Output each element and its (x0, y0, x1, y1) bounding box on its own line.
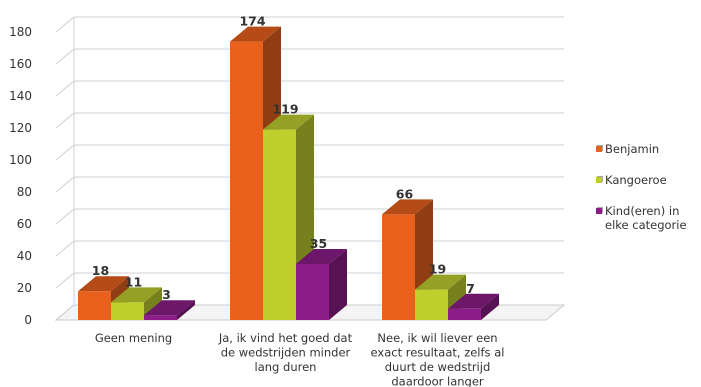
bars (78, 26, 499, 320)
legend-item-0: Benjamin (596, 142, 701, 156)
legend-label: Benjamin (605, 142, 660, 156)
y-tick-label: 160 (9, 57, 32, 71)
bar-side (481, 293, 499, 320)
y-tick-label: 40 (17, 249, 32, 263)
category-label: Ja, ik vind het goed dat (218, 331, 353, 345)
data-label: 18 (92, 263, 109, 278)
bar-front (296, 264, 329, 320)
gridline-side-7 (55, 80, 75, 97)
bar-kind-eren-in-elke-categorie-2 (448, 293, 499, 320)
legend-label: Kangoeroe (605, 173, 667, 187)
bar-kangoeroe-2 (415, 274, 466, 320)
y-tick-label: 100 (9, 153, 32, 167)
y-tick-label: 0 (24, 313, 32, 327)
category-label: de wedstrijden minder (221, 346, 351, 360)
bar-front (111, 302, 144, 320)
data-label: 119 (272, 102, 298, 117)
legend-swatch (596, 146, 602, 152)
bar-top (144, 300, 195, 316)
gridline-side-8 (55, 48, 75, 65)
y-tick-label: 20 (17, 281, 32, 295)
category-label: daardoor langer (391, 375, 484, 387)
gridline-side-3 (55, 208, 75, 225)
data-label: 66 (396, 186, 414, 201)
bar-front (415, 289, 448, 320)
gridlines (55, 16, 564, 321)
data-labels: 18 11 3 174 119 35 66 19 7 (92, 14, 475, 303)
bar-top (448, 293, 499, 309)
category-label: lang duren (255, 360, 317, 374)
data-label: 3 (162, 287, 171, 302)
y-tick-label: 120 (9, 121, 32, 135)
bar-front (230, 41, 263, 320)
bar-kind-eren-in-elke-categorie-1 (296, 249, 347, 320)
gridline-side-9 (55, 16, 75, 33)
bar-top (230, 26, 281, 42)
category-label: exact resultaat, zelfs al (371, 346, 505, 360)
bar-top (78, 276, 129, 292)
bar-top (415, 274, 466, 290)
data-label: 35 (310, 236, 327, 251)
legend-item-1: Kangoeroe (596, 173, 701, 187)
y-tick-label: 60 (17, 217, 32, 231)
bar-top (382, 199, 433, 215)
bar-front (382, 214, 415, 320)
data-label: 174 (239, 14, 265, 29)
bar-front (448, 308, 481, 320)
y-tick-label: 180 (9, 25, 32, 39)
gridline-side-1 (55, 272, 75, 289)
bar-kind-eren-in-elke-categorie-0 (144, 300, 195, 320)
bar-kangoeroe-1 (263, 114, 314, 320)
y-tick-label: 80 (17, 185, 32, 199)
data-label: 7 (466, 281, 475, 296)
category-label: Geen mening (95, 331, 172, 345)
gridline-side-6 (55, 112, 75, 129)
bar-benjamin-2 (382, 199, 433, 320)
data-label: 19 (429, 262, 446, 277)
category-label: Nee, ik wil liever een (377, 331, 497, 345)
bar-front (144, 315, 177, 320)
gridline-side-2 (55, 240, 75, 257)
legend-swatch (596, 177, 602, 183)
bar-side (329, 249, 347, 320)
data-label: 11 (125, 274, 142, 289)
gridline-side-5 (55, 144, 75, 161)
legend-item-2: Kind(eren) in elke categorie (596, 204, 701, 232)
bar-top (111, 287, 162, 303)
legend-label: Kind(eren) in elke categorie (605, 204, 687, 232)
y-axis-ticks: 0 20 40 60 80 100 120 140 160 180 (9, 25, 32, 327)
legend-swatch (596, 208, 602, 214)
y-tick-label: 140 (9, 89, 32, 103)
bar-top (296, 249, 347, 264)
bar-front (263, 129, 296, 320)
bar-top (263, 114, 314, 130)
bar-side (177, 300, 195, 320)
bar-front (78, 291, 111, 320)
gridline-side-4 (55, 176, 75, 193)
category-label: duurt de wedstrijd (385, 360, 491, 374)
